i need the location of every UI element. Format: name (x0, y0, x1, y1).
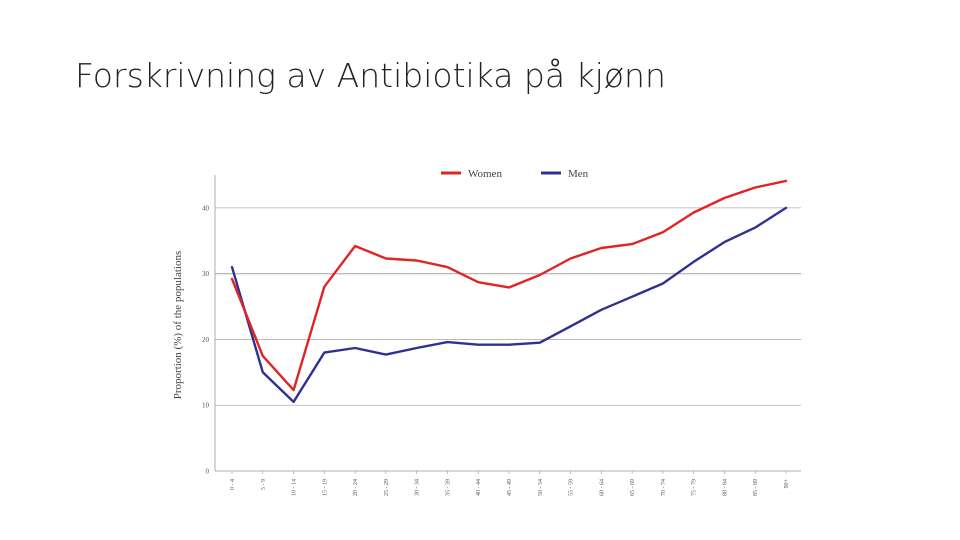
series-line-men (230, 206, 788, 404)
series-line-women (230, 179, 788, 392)
x-tick-label: 85 - 89 (753, 479, 759, 496)
x-tick-label: 15 - 19 (322, 479, 328, 496)
x-tick-label: 70 - 74 (661, 479, 667, 496)
y-tick-label: 30 (202, 270, 210, 278)
x-tick-label: 30 - 34 (415, 479, 421, 496)
x-tick-label: 55 - 59 (569, 479, 575, 496)
x-tick-label: 10 - 14 (292, 479, 298, 496)
x-tick-label: 65 - 69 (630, 479, 636, 496)
x-tick-label: 40 - 44 (476, 479, 482, 496)
x-tick-label: 75 - 79 (692, 479, 698, 496)
x-tick-label: 60 - 64 (599, 479, 605, 496)
x-tick-label: 50 - 54 (538, 479, 544, 496)
x-tick-label: 25 - 29 (384, 479, 390, 496)
slide-title: Forskrivning av Antibiotika på kjønn (75, 56, 666, 95)
x-tick-label: 20 - 24 (353, 479, 359, 496)
y-tick-label: 40 (202, 204, 210, 212)
y-axis-title: Proportion (%) of the populations (172, 251, 184, 399)
x-tick-label: 5 - 9 (261, 479, 267, 490)
legend-label-women: Women (468, 168, 502, 180)
x-tick-label: 45 - 49 (507, 479, 513, 496)
y-tick-label: 20 (202, 336, 210, 344)
x-tick-label: 80 - 84 (722, 479, 728, 496)
x-tick-label: 90+ (784, 478, 790, 488)
y-tick-label: 10 (202, 402, 210, 410)
x-tick-label: 0 - 4 (230, 479, 236, 490)
x-tick-label: 35 - 39 (445, 479, 451, 496)
legend-label-men: Men (568, 168, 589, 180)
y-tick-label: 0 (206, 468, 210, 476)
